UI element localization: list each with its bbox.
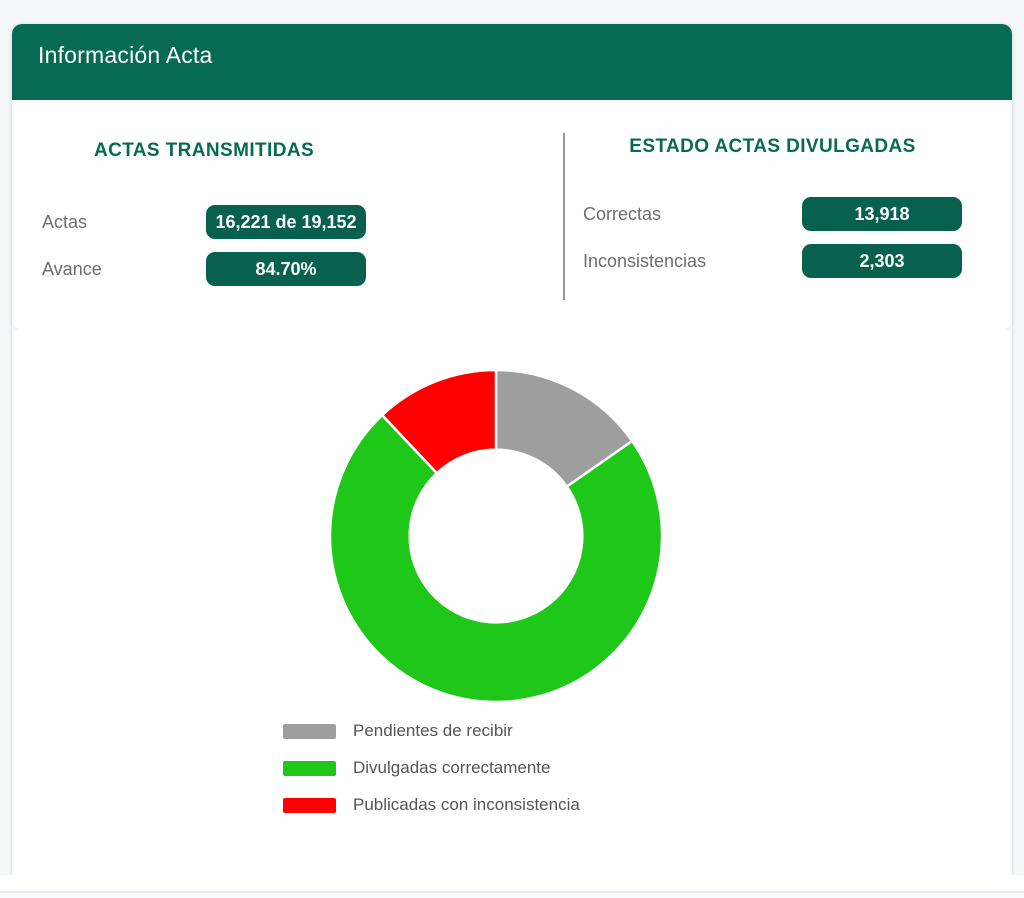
legend-label-divulgadas: Divulgadas correctamente <box>353 758 551 777</box>
legend-item-divulgadas[interactable]: Divulgadas correctamente <box>283 758 580 778</box>
inconsistencias-label: Inconsistencias <box>583 250 707 271</box>
legend-label-pendientes: Pendientes de recibir <box>353 721 513 740</box>
actas-transmitidas-section: ACTAS TRANSMITIDAS Actas 16,221 de 19,15… <box>42 140 366 299</box>
chart-legend: Pendientes de recibir Divulgadas correct… <box>283 721 580 832</box>
legend-swatch-green <box>283 760 336 776</box>
donut-chart[interactable] <box>328 368 664 704</box>
donut-slice-2[interactable] <box>380 368 498 475</box>
card-title: Información Acta <box>38 42 213 68</box>
legend-label-inconsistencia: Publicadas con inconsistencia <box>353 795 580 814</box>
donut-slice-1[interactable] <box>328 413 664 704</box>
informacion-acta-card: Información Acta ACTAS TRANSMITIDAS Acta… <box>12 24 1012 875</box>
estado-actas-divulgadas-heading: ESTADO ACTAS DIVULGADAS <box>629 136 916 157</box>
actas-value-badge: 16,221 de 19,152 <box>206 205 366 239</box>
next-page-section <box>0 875 1024 893</box>
correctas-label: Correctas <box>583 203 662 224</box>
page-background: Información Acta ACTAS TRANSMITIDAS Acta… <box>12 24 1012 875</box>
section-divider <box>563 133 565 300</box>
estado-actas-divulgadas-section: ESTADO ACTAS DIVULGADAS Correctas 13,918… <box>583 136 962 291</box>
avance-value-badge: 84.70% <box>206 252 366 286</box>
avance-label: Avance <box>42 258 102 279</box>
stats-panel: ACTAS TRANSMITIDAS Actas 16,221 de 19,15… <box>12 100 1012 330</box>
inconsistencias-value-badge: 2,303 <box>802 244 962 278</box>
correctas-row: Correctas 13,918 <box>583 197 962 231</box>
actas-transmitidas-heading: ACTAS TRANSMITIDAS <box>93 140 315 161</box>
inconsistencias-row: Inconsistencias 2,303 <box>583 244 962 278</box>
chart-panel: Pendientes de recibir Divulgadas correct… <box>12 330 1012 875</box>
legend-item-inconsistencia[interactable]: Publicadas con inconsistencia <box>283 795 580 815</box>
legend-item-pendientes[interactable]: Pendientes de recibir <box>283 721 580 741</box>
avance-row: Avance 84.70% <box>42 252 366 286</box>
legend-swatch-gray <box>283 723 336 739</box>
footer-band <box>0 893 1024 898</box>
legend-swatch-red <box>283 797 336 813</box>
card-header: Información Acta <box>12 24 1012 100</box>
actas-label: Actas <box>42 211 88 232</box>
correctas-value-badge: 13,918 <box>802 197 962 231</box>
actas-row: Actas 16,221 de 19,152 <box>42 205 366 239</box>
